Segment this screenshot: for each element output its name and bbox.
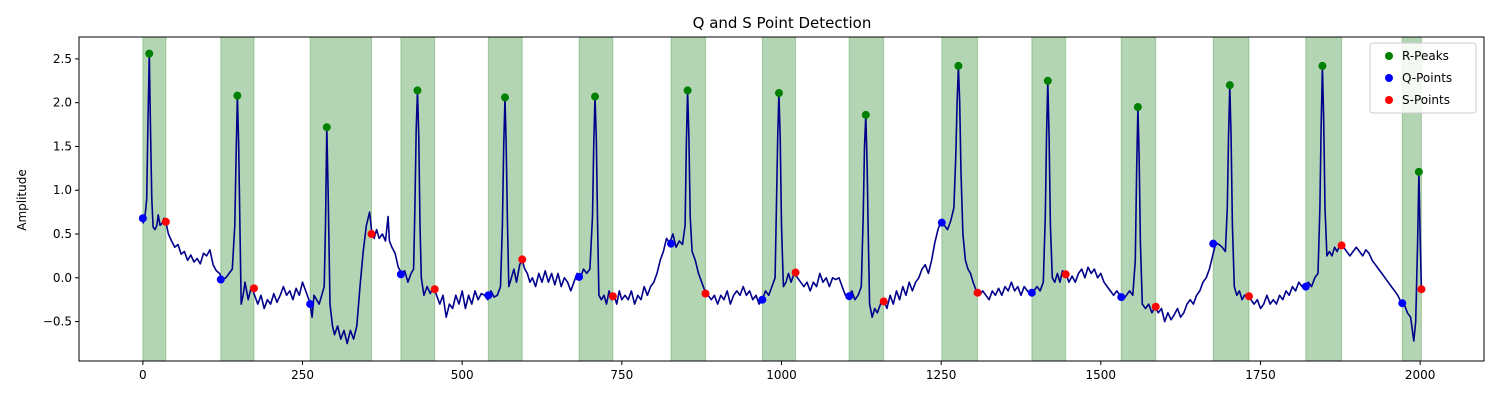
- detection-region-4: [487, 36, 523, 362]
- x-tick-label-1: 250: [291, 368, 314, 382]
- detection-region-7: [761, 36, 797, 362]
- r-peak-point-2: [322, 123, 331, 132]
- x-tick-label-8: 2000: [1405, 368, 1436, 382]
- s-point-8: [879, 297, 888, 306]
- chart-title: Q and S Point Detection: [693, 14, 872, 32]
- q-point-3: [396, 270, 405, 279]
- s-point-7: [791, 268, 800, 277]
- detection-region-8: [848, 36, 885, 362]
- r-peak-point-13: [1318, 61, 1327, 70]
- s-point-1: [249, 284, 258, 293]
- detection-region-1: [220, 36, 255, 362]
- legend-label-r-peaks: R-Peaks: [1402, 49, 1449, 63]
- q-point-6: [667, 239, 676, 248]
- detection-region-12: [1212, 36, 1250, 362]
- x-tick-label-5: 1250: [926, 368, 957, 382]
- s-point-12: [1244, 292, 1253, 301]
- r-peak-point-14: [1414, 167, 1423, 176]
- y-tick-label-5: 2.0: [53, 96, 72, 110]
- legend: R-Peaks Q-Points S-Points: [1369, 42, 1477, 114]
- s-point-0: [161, 217, 170, 226]
- detection-region-6: [670, 36, 707, 362]
- marker-layer: [138, 49, 1426, 311]
- q-point-13: [1301, 282, 1310, 291]
- x-tick-label-2: 500: [451, 368, 474, 382]
- q-point-9: [937, 218, 946, 227]
- s-point-9: [973, 288, 982, 297]
- detection-region-5: [578, 36, 614, 362]
- y-tick-label-4: 1.5: [53, 139, 72, 153]
- r-peak-point-5: [591, 92, 600, 101]
- q-point-7: [758, 295, 767, 304]
- r-peak-point-8: [861, 110, 870, 119]
- s-point-11: [1151, 302, 1160, 311]
- axes: 0 250 500 750 1000 1250 1500 1750 2000 −0.5 0.0 0.5…: [43, 36, 1485, 382]
- s-point-10: [1061, 270, 1070, 279]
- s-point-5: [608, 292, 617, 301]
- detection-region-2: [309, 36, 372, 362]
- y-tick-label-6: 2.5: [53, 52, 72, 66]
- x-tick-label-0: 0: [139, 368, 147, 382]
- r-peak-point-11: [1133, 103, 1142, 112]
- r-peak-point-10: [1043, 76, 1052, 85]
- legend-label-s-points: S-Points: [1402, 93, 1450, 107]
- y-axis-label: Amplitude: [15, 169, 29, 231]
- r-peak-point-3: [413, 86, 422, 95]
- r-peak-point-6: [683, 86, 692, 95]
- s-point-13: [1337, 241, 1346, 250]
- s-point-4: [518, 255, 527, 264]
- r-peak-point-7: [774, 89, 783, 98]
- q-point-14: [1398, 299, 1407, 308]
- s-point-2: [367, 230, 376, 239]
- y-tick-label-1: 0.0: [53, 271, 72, 285]
- r-peak-point-12: [1225, 81, 1234, 90]
- legend-marker-q-points: [1385, 74, 1393, 82]
- x-tick-label-7: 1750: [1245, 368, 1276, 382]
- x-tick-label-3: 750: [610, 368, 633, 382]
- q-point-0: [138, 214, 147, 223]
- q-point-10: [1027, 288, 1036, 297]
- q-point-12: [1209, 239, 1218, 248]
- y-tick-label-0: −0.5: [43, 315, 72, 329]
- detection-region-3: [400, 36, 436, 362]
- q-point-2: [306, 300, 315, 309]
- detection-region-10: [1031, 36, 1067, 362]
- q-point-4: [484, 291, 493, 300]
- detection-region-13: [1305, 36, 1343, 362]
- q-point-1: [216, 275, 225, 284]
- legend-marker-s-points: [1385, 96, 1393, 104]
- r-peak-point-4: [500, 93, 509, 102]
- detection-region-11: [1120, 36, 1157, 362]
- legend-label-q-points: Q-Points: [1402, 71, 1452, 85]
- x-tick-label-6: 1500: [1086, 368, 1117, 382]
- r-peak-point-0: [145, 49, 154, 58]
- q-point-8: [845, 292, 854, 301]
- legend-box: [1369, 42, 1477, 114]
- legend-marker-r-peaks: [1385, 52, 1393, 60]
- y-tick-label-3: 1.0: [53, 183, 72, 197]
- s-point-3: [430, 285, 439, 294]
- q-point-11: [1117, 293, 1126, 302]
- r-peak-point-1: [233, 91, 242, 100]
- y-tick-label-2: 0.5: [53, 227, 72, 241]
- signal-line: [142, 52, 1423, 345]
- x-tick-label-4: 1000: [766, 368, 797, 382]
- s-point-14: [1417, 285, 1426, 294]
- q-point-5: [575, 272, 584, 281]
- s-point-6: [701, 289, 710, 298]
- r-peak-point-9: [954, 61, 963, 70]
